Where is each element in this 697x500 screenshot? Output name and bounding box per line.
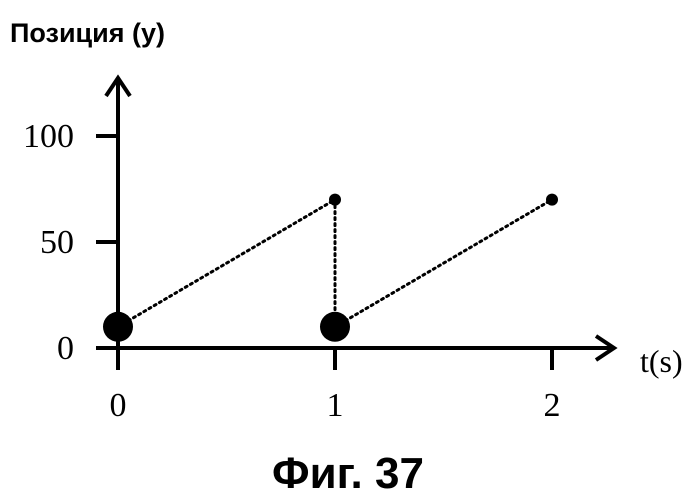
y-axis-title: Позиция (y) (10, 18, 165, 48)
data-segment (118, 200, 335, 327)
data-points (103, 194, 558, 342)
y-tick-label: 50 (40, 224, 74, 261)
x-tick-label: 2 (544, 387, 561, 424)
y-tick-label: 0 (57, 330, 74, 367)
y-axis (106, 78, 130, 350)
x-axis-title: t(s) (640, 343, 683, 379)
data-point-large (320, 312, 350, 342)
data-point-small (546, 194, 558, 206)
x-tick-label: 0 (110, 387, 127, 424)
figure-caption: Фиг. 37 (272, 449, 424, 498)
x-axis (96, 336, 614, 360)
data-segment (335, 200, 552, 327)
x-tick-label: 1 (327, 387, 344, 424)
data-segments (118, 200, 552, 327)
data-point-large (103, 312, 133, 342)
x-ticks: 0 1 2 (110, 348, 561, 424)
data-point-small (329, 194, 341, 206)
y-tick-label: 100 (23, 118, 74, 155)
